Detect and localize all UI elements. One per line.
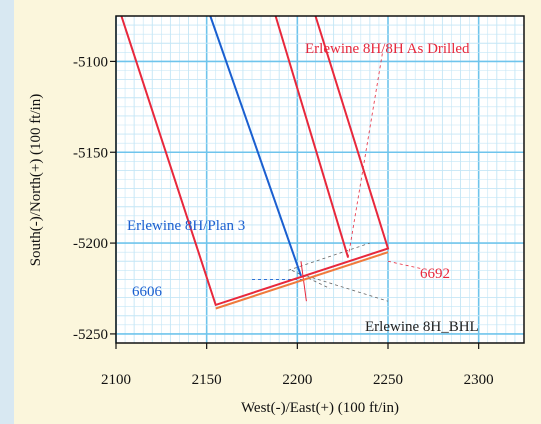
reference-line: [291, 269, 331, 289]
plot-frame: [115, 15, 525, 344]
reference-line: [347, 52, 383, 258]
annotation-plan-3: Erlewine 8H/Plan 3: [127, 218, 245, 234]
annotation-6606: 6606: [132, 284, 163, 300]
x-tick-label: 2200: [282, 372, 312, 388]
series-line-0: [209, 15, 302, 277]
ticks: 2100 2150 2200 2250 2300 -5100 -5150 -5200 -5250: [73, 54, 494, 388]
outer-left-strip: [0, 0, 14, 424]
y-tick-label: -5250: [73, 327, 108, 343]
series-layer: [120, 15, 421, 310]
y-axis-label: South(-)/North(+) (100 ft/in): [28, 94, 44, 267]
annotation-as-drilled: Erlewine 8H/8H As Drilled: [305, 41, 470, 57]
reference-line: [306, 275, 389, 302]
x-tick-label: 2250: [373, 372, 403, 388]
x-tick-label: 2100: [101, 372, 131, 388]
x-tick-label: 2300: [464, 372, 494, 388]
x-tick-label: 2150: [192, 372, 222, 388]
reference-tick: [300, 261, 307, 302]
y-tick-label: -5100: [73, 54, 108, 70]
series-line-2: [120, 15, 390, 307]
x-axis-label: West(-)/East(+) (100 ft/in): [241, 400, 399, 416]
annotation-6692: 6692: [420, 266, 450, 282]
annotation-bhl: Erlewine 8H_BHL: [365, 319, 479, 335]
y-tick-label: -5200: [73, 236, 108, 252]
y-tick-label: -5150: [73, 145, 108, 161]
series-line-3: [215, 251, 389, 310]
series-line-1: [274, 15, 350, 258]
grid: [115, 15, 525, 344]
